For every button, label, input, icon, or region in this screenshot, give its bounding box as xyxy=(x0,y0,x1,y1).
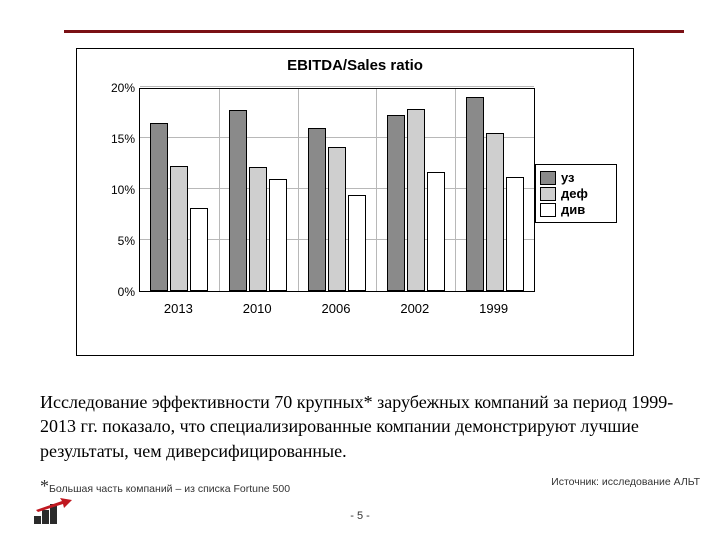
bar-div xyxy=(190,208,208,291)
y-tick-label: 15% xyxy=(87,132,135,146)
legend-item-def: деф xyxy=(540,186,612,201)
bar-group xyxy=(308,89,366,291)
bar-group xyxy=(387,89,445,291)
body-paragraph: Исследование эффективности 70 крупных* з… xyxy=(40,390,700,463)
bar-def xyxy=(328,147,346,291)
bar-def xyxy=(170,166,188,291)
x-tick-label: 2013 xyxy=(164,301,193,316)
source-text: Источник: исследование АЛЬТ xyxy=(551,476,700,488)
chart-container: EBITDA/Sales ratio 0% 5% 10% 15% 20% 2013 201… xyxy=(76,48,634,356)
bar-def xyxy=(486,133,504,291)
bar-div xyxy=(348,195,366,291)
bar-group xyxy=(466,89,524,291)
bar-groups xyxy=(140,89,534,291)
chart-title: EBITDA/Sales ratio xyxy=(77,49,633,78)
bar-uz xyxy=(150,123,168,291)
legend-label: деф xyxy=(561,186,588,201)
x-tick-label: 2010 xyxy=(243,301,272,316)
bar-uz xyxy=(387,115,405,291)
legend-swatch-icon xyxy=(540,187,556,201)
x-tick-label: 2006 xyxy=(322,301,351,316)
x-tick-label: 1999 xyxy=(479,301,508,316)
legend-swatch-icon xyxy=(540,171,556,185)
legend-item-div: див xyxy=(540,202,612,217)
legend-label: див xyxy=(561,202,585,217)
legend-item-uz: уз xyxy=(540,170,612,185)
y-tick-label: 20% xyxy=(87,81,135,95)
x-tick-label: 2002 xyxy=(400,301,429,316)
bar-group xyxy=(229,89,287,291)
footnote-text: Большая часть компаний – из списка Fortu… xyxy=(49,483,290,495)
legend: уздефдив xyxy=(535,164,617,223)
bar-uz xyxy=(466,97,484,291)
footnote-asterisk: * xyxy=(40,476,49,496)
bar-def xyxy=(407,109,425,291)
grid-line xyxy=(140,86,534,87)
page-number: - 5 - xyxy=(0,510,720,522)
y-tick-label: 10% xyxy=(87,183,135,197)
plot-area xyxy=(139,88,535,292)
plot-wrap: 0% 5% 10% 15% 20% 2013 2010 2006 2002 1999 уздеф… xyxy=(87,82,623,318)
footnote: *Большая часть компаний – из списка Fort… xyxy=(40,476,290,497)
y-tick-label: 5% xyxy=(87,234,135,248)
legend-swatch-icon xyxy=(540,203,556,217)
bar-div xyxy=(269,179,287,291)
bar-def xyxy=(249,167,267,291)
bar-div xyxy=(506,177,524,291)
legend-label: уз xyxy=(561,170,575,185)
bar-uz xyxy=(308,128,326,291)
bar-uz xyxy=(229,110,247,291)
y-tick-label: 0% xyxy=(87,285,135,299)
bar-div xyxy=(427,172,445,291)
bar-group xyxy=(150,89,208,291)
accent-rule xyxy=(64,30,684,33)
